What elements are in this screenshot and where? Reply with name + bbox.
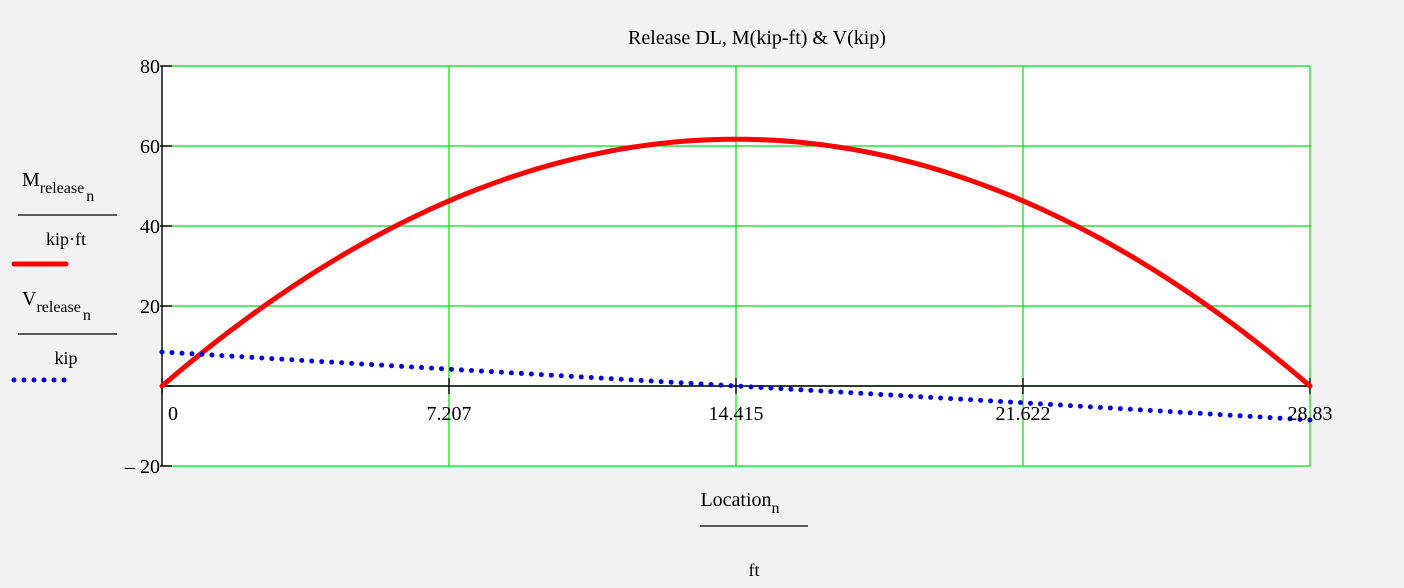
legend-shear-main: V [22,288,37,310]
x-tick-label: 0 [168,403,178,425]
legend-moment-subsub: n [86,188,94,205]
y-tick-label: 20 [140,296,160,318]
y-tick-label: 40 [140,216,160,238]
x-axis-label: Locationn ft [700,489,808,580]
legend-entry-shear: Vrelease n kip [11,288,117,383]
x-label-sub: n [772,500,780,517]
chart-title: Release DL, M(kip-ft) & V(kip) [628,27,886,49]
legend-shear-subsub: n [83,307,91,324]
x-tick-label: 7.207 [426,403,471,425]
x-label-denominator: ft [749,560,760,580]
legend-shear-sub: release [36,299,80,316]
x-tick-label: 28.83 [1288,403,1333,425]
legend: Mrelease n kip·ft Vrelease n kip [11,169,117,383]
svg-text:Locationn: Locationn [700,489,779,517]
y-tick-label: – 20 [124,456,160,478]
x-tick-label: 21.622 [995,403,1050,425]
legend-moment-sub: release [40,180,84,197]
series-layer [159,136,1313,423]
legend-entry-moment: Mrelease n kip·ft [11,169,117,267]
tick-labels: 0 7.207 14.415 21.622 28.83 – 20 20 40 60 80 [124,56,1333,478]
series-shear-line [159,349,1313,423]
legend-moment-denominator: kip·ft [46,229,86,249]
legend-moment-main: M [22,169,40,191]
y-tick-label: 60 [140,136,160,158]
x-label-main: Location [700,489,771,511]
x-tick-label: 14.415 [709,403,764,425]
legend-shear-denominator: kip [54,348,77,368]
y-tick-label: 80 [140,56,160,78]
grid [162,65,1311,467]
